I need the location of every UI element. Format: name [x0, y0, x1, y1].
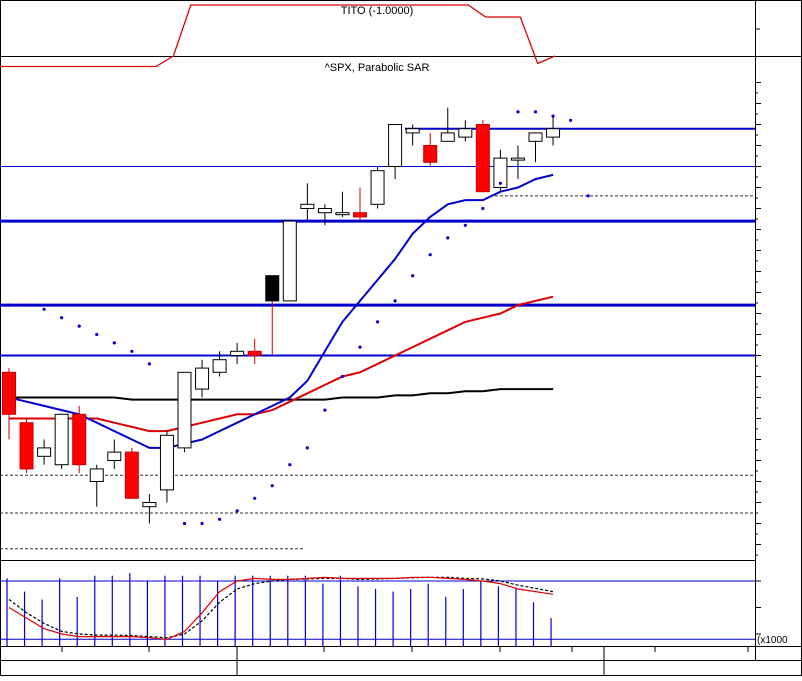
sar-dot: [323, 408, 327, 412]
candle-body: [458, 128, 473, 138]
sar-dot: [533, 110, 538, 114]
candle-body: [317, 208, 332, 214]
candle-body: [423, 145, 438, 163]
sar-dot: [235, 509, 239, 513]
sar-dot: [516, 110, 520, 114]
candle-body: [510, 157, 525, 161]
candle-body: [493, 157, 508, 189]
volume-panel: (x1000: [0, 573, 788, 646]
sar-dot: [42, 307, 46, 311]
candle-body: [353, 212, 367, 218]
candle-body: [528, 132, 543, 142]
volume-oscillator-dashed: [8, 576, 554, 639]
candle-body: [388, 124, 403, 167]
sar-dot: [200, 521, 204, 526]
fast-moving-average: [8, 173, 554, 449]
sar-dot: [498, 181, 502, 185]
sar-dot: [112, 341, 116, 345]
sar-dot: [551, 114, 555, 118]
sar-dot: [218, 517, 222, 521]
candle-body: [212, 359, 227, 373]
sar-dot: [270, 484, 274, 488]
sar-dot: [130, 349, 134, 353]
candle-body: [282, 220, 297, 302]
sar-dot: [182, 521, 187, 526]
sar-dot: [428, 253, 432, 257]
sar-dot: [340, 374, 345, 379]
sar-dot: [24, 303, 29, 307]
sar-dot: [463, 223, 467, 227]
candle-body: [124, 451, 139, 499]
tito-line: [0, 4, 556, 68]
candle-body: [475, 124, 490, 193]
price-panel: ^SPX, Parabolic SAR: [0, 62, 761, 556]
sar-dot: [253, 496, 257, 500]
candle-body: [19, 422, 34, 470]
sar-dot: [375, 320, 380, 324]
mid-moving-average: [9, 295, 554, 433]
candle-body: [2, 371, 16, 415]
candle-body: [195, 367, 210, 390]
sar-dot: [147, 362, 151, 366]
candle-body: [247, 350, 262, 356]
candle-body: [89, 468, 104, 482]
candle-body: [159, 434, 174, 491]
sar-dot: [77, 324, 81, 328]
candle-body: [177, 371, 192, 449]
sar-dot: [60, 316, 64, 320]
sar-dot: [569, 118, 573, 122]
sar-dot: [305, 446, 309, 450]
sar-dot: [586, 194, 590, 198]
sar-dot: [358, 345, 362, 349]
candle-body: [440, 132, 455, 142]
candle-body: [72, 413, 87, 466]
tito-title: TITO (-1.0000): [341, 5, 414, 17]
candle-body: [54, 413, 69, 466]
tito-panel: TITO (-1.0000): [0, 4, 760, 68]
candle-body: [300, 203, 315, 210]
candle-body: [142, 502, 157, 508]
candle-body: [107, 451, 122, 462]
sar-dot: [393, 299, 397, 303]
candle-body: [370, 170, 385, 205]
sar-dot: [411, 274, 415, 278]
date-axis: [61, 646, 749, 676]
candle-body: [230, 350, 245, 356]
candle-body: [265, 275, 280, 302]
candle-body: [405, 128, 420, 134]
sar-dot: [446, 236, 450, 240]
slow-moving-average: [9, 388, 554, 401]
candle-body: [37, 447, 52, 457]
sar-dot: [95, 332, 99, 337]
candle-body: [335, 212, 350, 216]
price-title: ^SPX, Parabolic SAR: [325, 62, 430, 74]
candle-body: [546, 128, 561, 138]
sar-dot: [288, 463, 292, 467]
volume-unit-label: (x1000: [757, 635, 788, 646]
sar-dot: [7, 303, 11, 307]
sar-dot: [481, 206, 485, 211]
volume-oscillator: [8, 576, 554, 640]
